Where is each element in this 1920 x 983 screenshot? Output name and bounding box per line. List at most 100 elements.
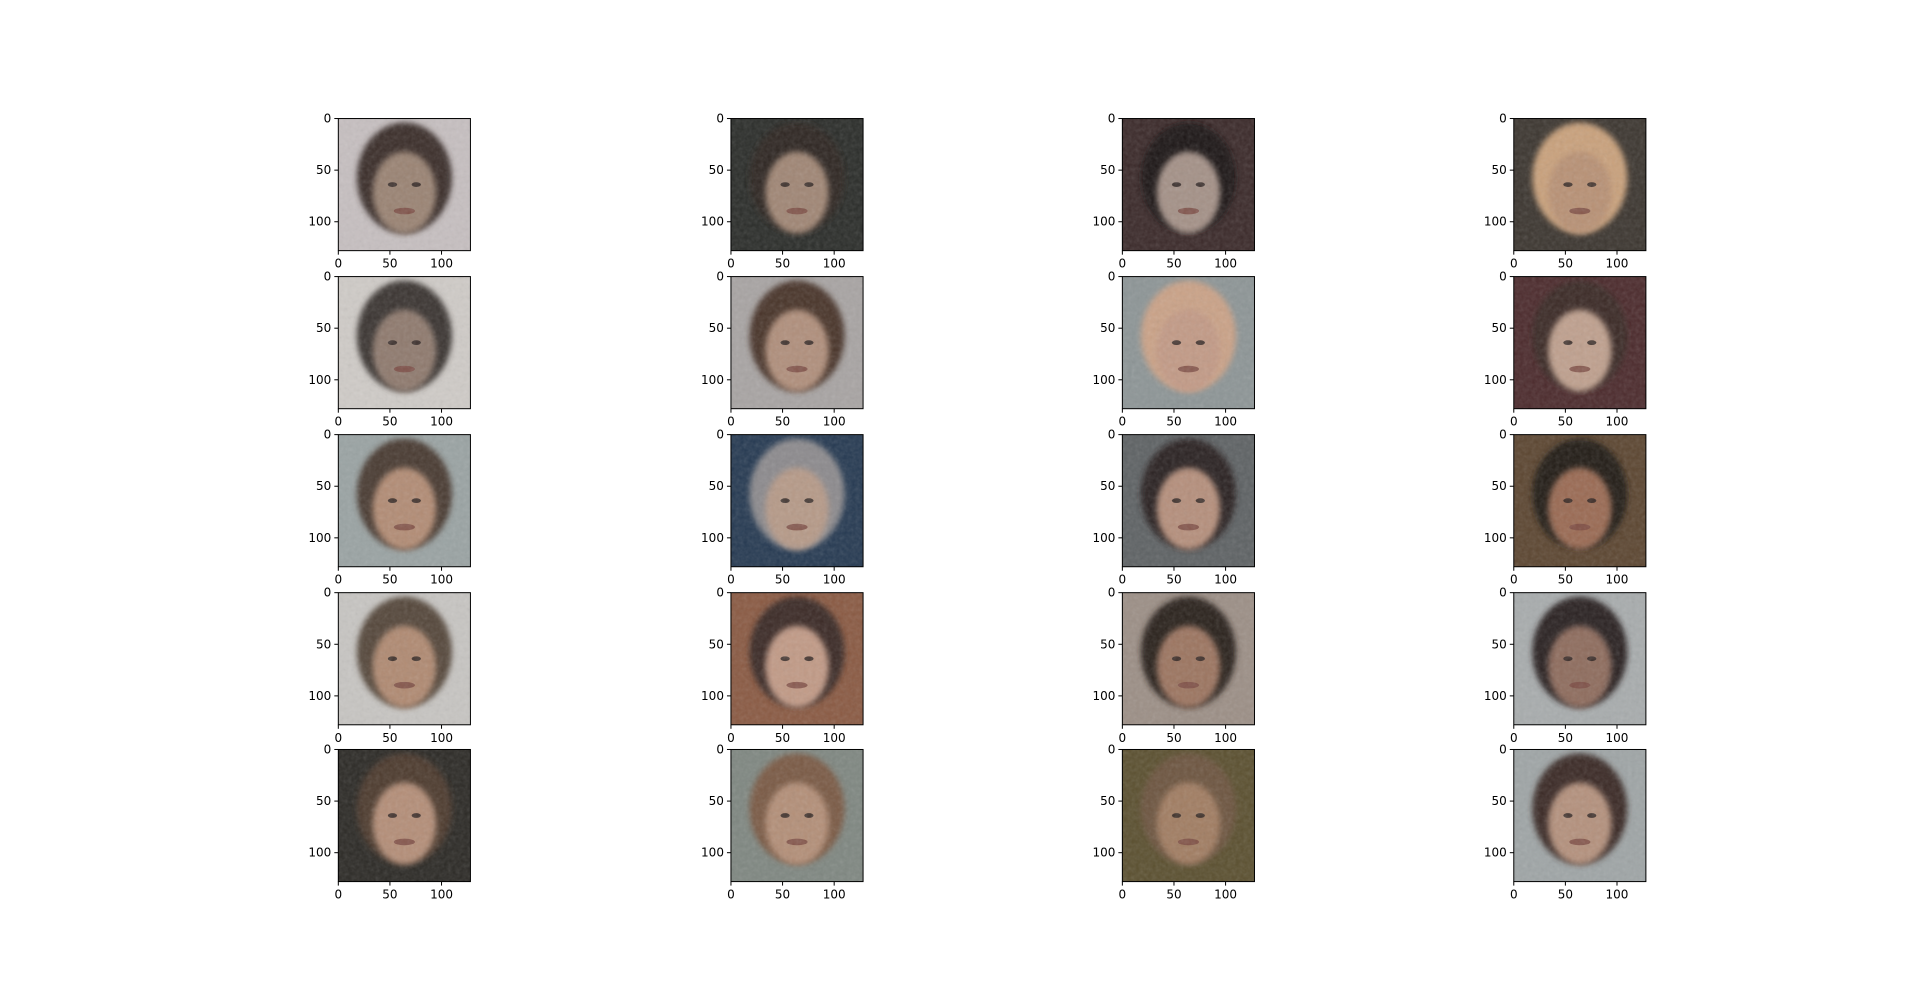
y-tick-label: 0: [716, 742, 724, 756]
image-panel: 0 50 100 0 50 100: [701, 586, 864, 745]
x-tick-label: 50: [1166, 415, 1181, 429]
x-tick-label: 50: [382, 888, 397, 902]
y-tick-label: 0: [1108, 428, 1116, 442]
y-tick-label: 100: [1484, 373, 1507, 387]
generated-face-image: [1122, 592, 1255, 725]
y-tick-label: 50: [709, 637, 724, 651]
image-panel: 0 50 100 0 50 100: [1092, 428, 1255, 587]
x-tick-label: 50: [1166, 257, 1181, 271]
axes-frame: [337, 118, 471, 252]
image-panel: 0 50 100 0 50 100: [1484, 270, 1647, 429]
y-tick-label: 100: [1092, 215, 1115, 229]
y-tick-label: 50: [1100, 479, 1115, 493]
x-tick-label: 100: [1214, 731, 1237, 745]
axes-frame: [337, 434, 471, 568]
image-panel: 0 50 100 0 50 100: [1092, 586, 1255, 745]
x-tick-label: 0: [1510, 415, 1518, 429]
y-tick-label: 50: [709, 321, 724, 335]
y-tick-label: 0: [1108, 270, 1116, 284]
axes-frame: [1513, 748, 1647, 883]
y-tick-label: 100: [701, 215, 724, 229]
x-tick-label: 0: [727, 888, 735, 902]
generated-face-image: [1513, 592, 1646, 725]
y-tick-label: 50: [1491, 794, 1506, 808]
y-tick-label: 0: [1108, 112, 1116, 126]
image-panel: 0 50 100 0 50 100: [308, 742, 471, 902]
y-tick-label: 100: [1092, 689, 1115, 703]
y-tick-label: 100: [1092, 531, 1115, 545]
generated-face-image: [1122, 276, 1255, 409]
generated-face-image: [338, 118, 471, 251]
generated-face-image: [1122, 118, 1255, 251]
x-tick-label: 100: [823, 731, 846, 745]
image-panel: 0 50 100 0 50 100: [308, 428, 471, 587]
x-tick-label: 100: [1214, 415, 1237, 429]
image-panel: 0 50 100 0 50 100: [1092, 270, 1255, 429]
image-panel: 0 50 100 0 50 100: [701, 112, 864, 271]
axes-frame: [1513, 276, 1647, 410]
generated-face-image: [730, 434, 864, 567]
axes-frame: [730, 118, 864, 252]
x-tick-label: 100: [430, 573, 453, 587]
y-tick-label: 100: [701, 373, 724, 387]
y-tick-label: 100: [308, 689, 331, 703]
x-tick-label: 50: [382, 415, 397, 429]
y-tick-label: 0: [1499, 270, 1507, 284]
generated-face-image: [338, 749, 471, 882]
generated-face-image: [730, 118, 864, 251]
y-tick-label: 100: [701, 846, 724, 860]
y-tick-label: 100: [308, 373, 331, 387]
x-tick-label: 100: [1606, 888, 1629, 902]
y-tick-label: 0: [716, 428, 724, 442]
y-tick-label: 50: [1100, 637, 1115, 651]
generated-face-image: [1122, 434, 1255, 567]
x-tick-label: 50: [1166, 573, 1181, 587]
generated-face-image: [1513, 749, 1646, 882]
x-tick-label: 0: [727, 573, 735, 587]
x-tick-label: 50: [775, 257, 790, 271]
y-tick-label: 0: [716, 270, 724, 284]
x-tick-label: 50: [775, 415, 790, 429]
axes-frame: [730, 592, 864, 726]
x-tick-label: 100: [1606, 573, 1629, 587]
x-tick-label: 50: [775, 573, 790, 587]
y-tick-label: 0: [1499, 112, 1507, 126]
x-tick-label: 0: [1119, 573, 1127, 587]
x-tick-label: 50: [1558, 257, 1573, 271]
axes-frame: [1121, 434, 1255, 568]
x-tick-label: 50: [382, 731, 397, 745]
y-tick-label: 50: [316, 321, 331, 335]
y-tick-label: 100: [1484, 531, 1507, 545]
y-tick-label: 50: [1491, 479, 1506, 493]
image-panel: 0 50 100 0 50 100: [308, 270, 471, 429]
x-tick-label: 0: [727, 257, 735, 271]
y-tick-label: 0: [1499, 586, 1507, 600]
axes-frame: [1121, 276, 1255, 410]
y-tick-label: 0: [716, 112, 724, 126]
y-tick-label: 0: [324, 586, 332, 600]
x-tick-label: 0: [1119, 415, 1127, 429]
y-tick-label: 50: [1100, 794, 1115, 808]
image-panel: 0 50 100 0 50 100: [1484, 428, 1647, 587]
x-tick-label: 0: [334, 415, 342, 429]
x-tick-label: 100: [1214, 888, 1237, 902]
axes-frame: [1121, 118, 1255, 252]
y-tick-label: 50: [709, 479, 724, 493]
x-tick-label: 50: [1558, 731, 1573, 745]
y-tick-label: 50: [316, 479, 331, 493]
y-tick-label: 100: [308, 531, 331, 545]
image-panel: 0 50 100 0 50 100: [1092, 742, 1255, 902]
image-panel: 0 50 100 0 50 100: [308, 112, 471, 271]
image-panel: 0 50 100 0 50 100: [701, 270, 864, 429]
axes-frame: [337, 276, 471, 410]
x-tick-label: 0: [1119, 731, 1127, 745]
y-tick-label: 50: [316, 163, 331, 177]
image-panel: 0 50 100 0 50 100: [1484, 586, 1647, 745]
generated-face-image: [730, 749, 864, 882]
axes-frame: [1513, 118, 1647, 252]
x-tick-label: 0: [1119, 888, 1127, 902]
panels-layer: 0 50 100 0 50 100 0 50 100 0 50 100 0 50 100 0 50 100 0 50 1…: [308, 112, 1647, 902]
x-tick-label: 100: [823, 415, 846, 429]
image-panel: 0 50 100 0 50 100: [701, 428, 864, 587]
